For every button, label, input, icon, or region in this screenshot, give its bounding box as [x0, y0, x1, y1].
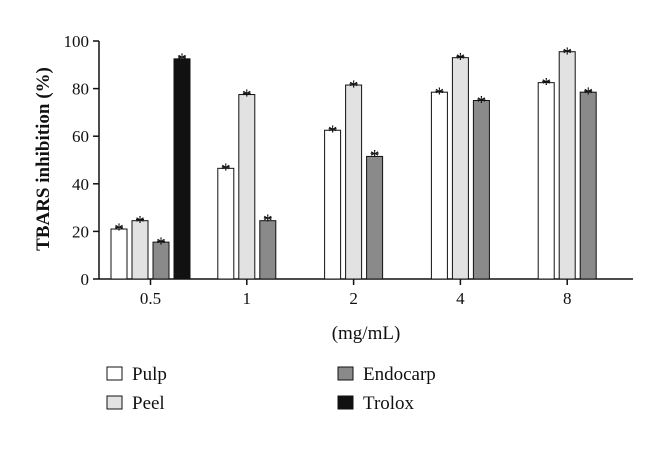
bar-endocarp-2	[366, 155, 384, 280]
x-axis-title: (mg/mL)	[332, 323, 401, 344]
significance-marker: *	[135, 213, 145, 234]
legend-swatch-endocarp	[337, 366, 354, 381]
y-axis-title: TBARS inhibition (%)	[33, 67, 54, 251]
bar-peel-4	[451, 57, 469, 280]
significance-marker: *	[114, 220, 124, 241]
legend-label-pulp: Pulp	[132, 364, 167, 385]
legend-label-endocarp: Endocarp	[363, 364, 436, 385]
significance-marker: *	[263, 211, 273, 232]
bar-pulp-8	[537, 82, 555, 280]
legend-label-peel: Peel	[132, 393, 165, 414]
y-tick-label: 40	[72, 175, 89, 194]
x-tick-label: 4	[456, 289, 465, 308]
x-tick-label: 0.5	[140, 289, 161, 308]
y-axis: 0 20 40 60 80 100	[64, 32, 100, 289]
y-tick-label: 0	[81, 270, 90, 289]
significance-marker: *	[328, 122, 338, 143]
bar-peel-2	[345, 84, 363, 280]
y-tick-label: 100	[64, 32, 90, 51]
bar-peel-8	[558, 51, 576, 280]
significance-marker: *	[370, 146, 380, 167]
x-axis: 0.5 1 2 4 8	[99, 278, 633, 308]
bar-trolox-0.5	[173, 58, 191, 280]
bar-endocarp-8	[579, 91, 597, 280]
significance-marker: *	[349, 77, 359, 98]
x-tick-label: 2	[349, 289, 358, 308]
significance-marker: *	[562, 44, 572, 65]
significance-marker: *	[156, 234, 166, 255]
significance-marker: *	[435, 84, 445, 105]
x-tick-label: 1	[243, 289, 252, 308]
bars: * * * * * * * * * * * * * * * *	[110, 44, 597, 280]
significance-marker: *	[541, 74, 551, 95]
legend: Pulp Peel Endocarp Trolox	[106, 364, 436, 414]
bar-pulp-4	[430, 91, 448, 280]
y-tick-label: 60	[72, 127, 89, 146]
y-tick-label: 20	[72, 222, 89, 241]
bar-endocarp-4	[472, 100, 490, 280]
significance-marker: *	[456, 49, 466, 70]
legend-swatch-peel	[106, 395, 123, 410]
significance-marker: *	[242, 86, 252, 107]
significance-marker: *	[221, 160, 231, 181]
bar-pulp-1	[217, 167, 235, 280]
legend-label-trolox: Trolox	[363, 393, 415, 414]
legend-swatch-trolox	[337, 395, 354, 410]
y-tick-label: 80	[72, 80, 89, 99]
significance-marker: *	[477, 92, 487, 113]
bar-peel-1	[238, 94, 256, 280]
bar-pulp-2	[324, 129, 342, 280]
x-tick-label: 8	[563, 289, 572, 308]
significance-marker: *	[177, 50, 187, 71]
significance-marker: *	[583, 84, 593, 105]
legend-swatch-pulp	[106, 366, 123, 381]
